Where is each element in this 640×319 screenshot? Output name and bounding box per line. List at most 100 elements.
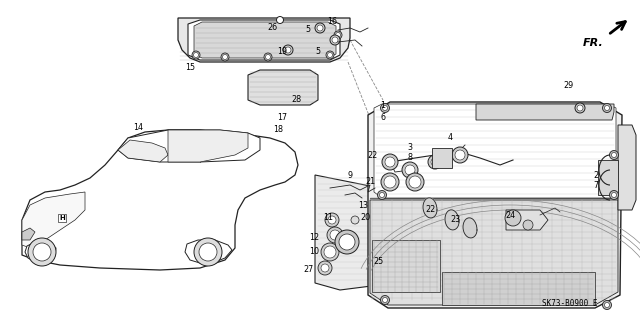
Polygon shape (368, 102, 622, 308)
Circle shape (318, 261, 332, 275)
Polygon shape (185, 240, 232, 263)
Text: 3: 3 (408, 144, 413, 152)
Circle shape (402, 162, 418, 178)
Circle shape (609, 190, 618, 199)
Circle shape (381, 173, 399, 191)
Text: H: H (59, 215, 65, 221)
Text: 5: 5 (316, 48, 321, 56)
Polygon shape (118, 130, 260, 162)
Circle shape (381, 295, 390, 305)
Circle shape (611, 192, 616, 197)
Circle shape (605, 302, 609, 308)
Circle shape (339, 234, 355, 250)
Circle shape (325, 213, 339, 227)
Circle shape (264, 53, 272, 61)
Text: 15: 15 (185, 63, 195, 72)
Text: SK73-B0900 E: SK73-B0900 E (542, 299, 598, 308)
Polygon shape (168, 130, 248, 162)
Circle shape (383, 298, 387, 302)
Circle shape (335, 33, 340, 38)
Text: 14: 14 (133, 123, 143, 132)
Circle shape (409, 176, 421, 188)
Circle shape (384, 176, 396, 188)
Circle shape (194, 238, 222, 266)
Circle shape (605, 106, 609, 110)
Text: 8: 8 (408, 153, 413, 162)
Circle shape (380, 192, 385, 197)
Circle shape (330, 230, 340, 240)
Text: 22: 22 (367, 151, 377, 160)
Text: 24: 24 (505, 211, 515, 219)
Polygon shape (194, 22, 336, 58)
Polygon shape (370, 200, 618, 305)
Text: 16: 16 (327, 18, 337, 26)
Polygon shape (188, 20, 340, 60)
Text: 12: 12 (309, 234, 319, 242)
Circle shape (283, 45, 293, 55)
Circle shape (406, 173, 424, 191)
Polygon shape (248, 70, 318, 105)
Circle shape (28, 238, 56, 266)
Circle shape (505, 210, 521, 226)
Text: 19: 19 (277, 48, 287, 56)
Polygon shape (25, 242, 56, 262)
Circle shape (33, 243, 51, 261)
Polygon shape (374, 104, 616, 198)
Polygon shape (22, 130, 298, 270)
Polygon shape (445, 210, 459, 230)
Circle shape (611, 152, 616, 158)
Text: 11: 11 (323, 213, 333, 222)
Circle shape (199, 243, 217, 261)
Text: 28: 28 (291, 95, 301, 105)
Polygon shape (178, 18, 350, 62)
Circle shape (335, 230, 359, 254)
Text: 5: 5 (305, 26, 310, 34)
Circle shape (383, 106, 387, 110)
Circle shape (523, 220, 533, 230)
Circle shape (285, 47, 291, 53)
Circle shape (266, 55, 271, 60)
Text: 1: 1 (381, 100, 385, 109)
Text: 2: 2 (593, 170, 598, 180)
Text: 21: 21 (365, 177, 375, 187)
Circle shape (609, 151, 618, 160)
Polygon shape (432, 148, 452, 168)
Polygon shape (463, 218, 477, 238)
Circle shape (276, 17, 284, 24)
Polygon shape (476, 104, 614, 120)
Polygon shape (442, 272, 595, 305)
Circle shape (378, 190, 387, 199)
Circle shape (327, 227, 343, 243)
Text: 26: 26 (267, 24, 277, 33)
Polygon shape (118, 140, 168, 162)
Polygon shape (423, 198, 437, 218)
Circle shape (452, 147, 468, 163)
Polygon shape (598, 160, 618, 195)
Text: 29: 29 (563, 80, 573, 90)
Polygon shape (22, 192, 85, 248)
Text: 20: 20 (360, 213, 370, 222)
Circle shape (223, 55, 227, 60)
Text: 17: 17 (277, 114, 287, 122)
Text: 22: 22 (425, 205, 435, 214)
Text: 25: 25 (373, 257, 383, 266)
Circle shape (602, 103, 611, 113)
Circle shape (602, 300, 611, 309)
Circle shape (321, 264, 329, 272)
Circle shape (330, 35, 340, 45)
Circle shape (575, 103, 585, 113)
Text: 13: 13 (358, 201, 368, 210)
Circle shape (431, 158, 439, 166)
Circle shape (321, 243, 339, 261)
Circle shape (577, 105, 583, 111)
Text: 6: 6 (381, 114, 385, 122)
Circle shape (192, 51, 200, 59)
Circle shape (328, 53, 333, 57)
Polygon shape (618, 125, 636, 210)
Text: 4: 4 (447, 133, 452, 143)
Text: 18: 18 (273, 125, 283, 135)
Text: 7: 7 (593, 181, 598, 189)
Circle shape (315, 23, 325, 33)
Polygon shape (22, 228, 35, 240)
Circle shape (317, 25, 323, 31)
